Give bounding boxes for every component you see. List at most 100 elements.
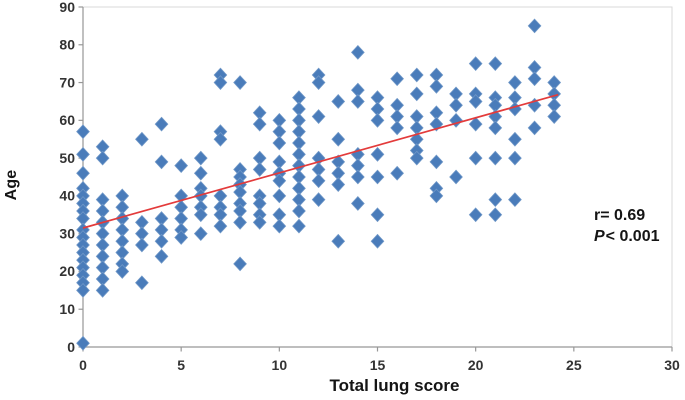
scatter-point [76,282,90,298]
scatter-point [154,116,169,132]
scatter-point [154,154,169,170]
scatter-point [233,256,247,272]
p-symbol: P [594,228,605,245]
x-tick-label: 5 [177,357,185,373]
scatter-point [508,101,522,117]
scatter-point [76,335,90,351]
scatter-point [449,97,463,113]
scatter-point [311,109,326,124]
scatter-point [508,192,522,208]
scatter-point [390,165,404,181]
x-tick-label: 20 [468,357,484,373]
scatter-point [213,131,228,147]
scatter-point [154,248,169,264]
p-value: P< 0.001 [594,226,660,247]
scatter-point [468,150,483,166]
scatter-point [95,282,110,298]
scatter-point [76,124,90,140]
scatter-point [135,237,149,253]
x-axis-title: Total lung score [329,376,460,395]
scatter-point [233,75,247,90]
x-tick-label: 0 [79,357,87,373]
scatter-point [370,207,385,223]
scatter-point [527,18,542,34]
scatter-point [409,150,424,166]
y-tick-label: 80 [59,37,75,53]
y-tick-label: 20 [59,263,75,279]
scatter-point [174,158,189,174]
y-tick-label: 50 [59,150,75,166]
scatter-point [370,146,385,162]
scatter-point [311,173,326,189]
scatter-point [370,112,385,128]
scatter-point [331,94,346,109]
y-tick-label: 0 [67,339,75,355]
scatter-point [272,188,287,204]
scatter-point [311,192,326,208]
scatter-point [429,188,444,204]
x-tick-label: 25 [566,357,582,373]
y-tick-label: 90 [59,0,75,15]
scatter-point [508,75,522,90]
scatter-point [370,169,385,185]
x-tick-label: 10 [272,357,288,373]
scatter-point [252,162,267,177]
scatter-point [331,233,346,249]
scatter-point [370,233,385,249]
scatter-point [213,218,228,234]
scatter-point [488,120,503,136]
scatter-point [154,233,169,249]
scatter-point [527,71,542,87]
scatter-point [233,214,247,230]
scatter-point [272,173,287,189]
scatter-point [508,131,522,147]
scatter-point [193,226,208,242]
scatter-point [449,169,463,185]
scatter-point [351,196,365,211]
scatter-point [252,116,267,132]
scatter-point [351,94,365,109]
scatter-point [292,203,306,219]
scatter-point [311,75,326,90]
scatter-point [409,86,424,102]
scatter-point [409,67,424,83]
scatter-point [331,131,346,147]
scatter-point [193,207,208,223]
scatter-point [488,207,503,223]
scatter-point [174,230,189,245]
scatter-point [193,150,208,166]
scatter-point [135,275,149,291]
scatter-point [351,169,365,185]
scatter-point [429,78,444,94]
scatter-point [135,131,149,147]
scatter-point [488,56,503,72]
scatter-point [468,116,483,132]
scatter-point [272,218,287,234]
scatter-point [547,109,562,124]
x-tick-label: 15 [370,357,386,373]
scatter-point [252,214,267,230]
scatter-point [351,44,365,60]
scatter-point [213,75,228,90]
x-tick-label: 30 [664,357,680,373]
y-tick-label: 40 [59,188,75,204]
scatter-point [429,154,444,170]
y-axis-title: Age [3,169,20,201]
stats-annotation: r= 0.69 P< 0.001 [594,205,660,247]
scatter-point [292,218,306,234]
y-tick-label: 60 [59,112,75,128]
scatter-point [272,135,287,151]
scatter-point [95,150,110,166]
scatter-point [468,94,483,109]
p-value-text: < 0.001 [605,228,660,245]
scatter-point [488,150,503,166]
scatter-point [331,177,346,192]
y-tick-label: 10 [59,301,75,317]
scatter-point [488,192,503,208]
scatter-point [527,120,542,136]
y-tick-label: 70 [59,74,75,90]
scatter-point [468,56,483,72]
scatter-point [508,150,522,166]
